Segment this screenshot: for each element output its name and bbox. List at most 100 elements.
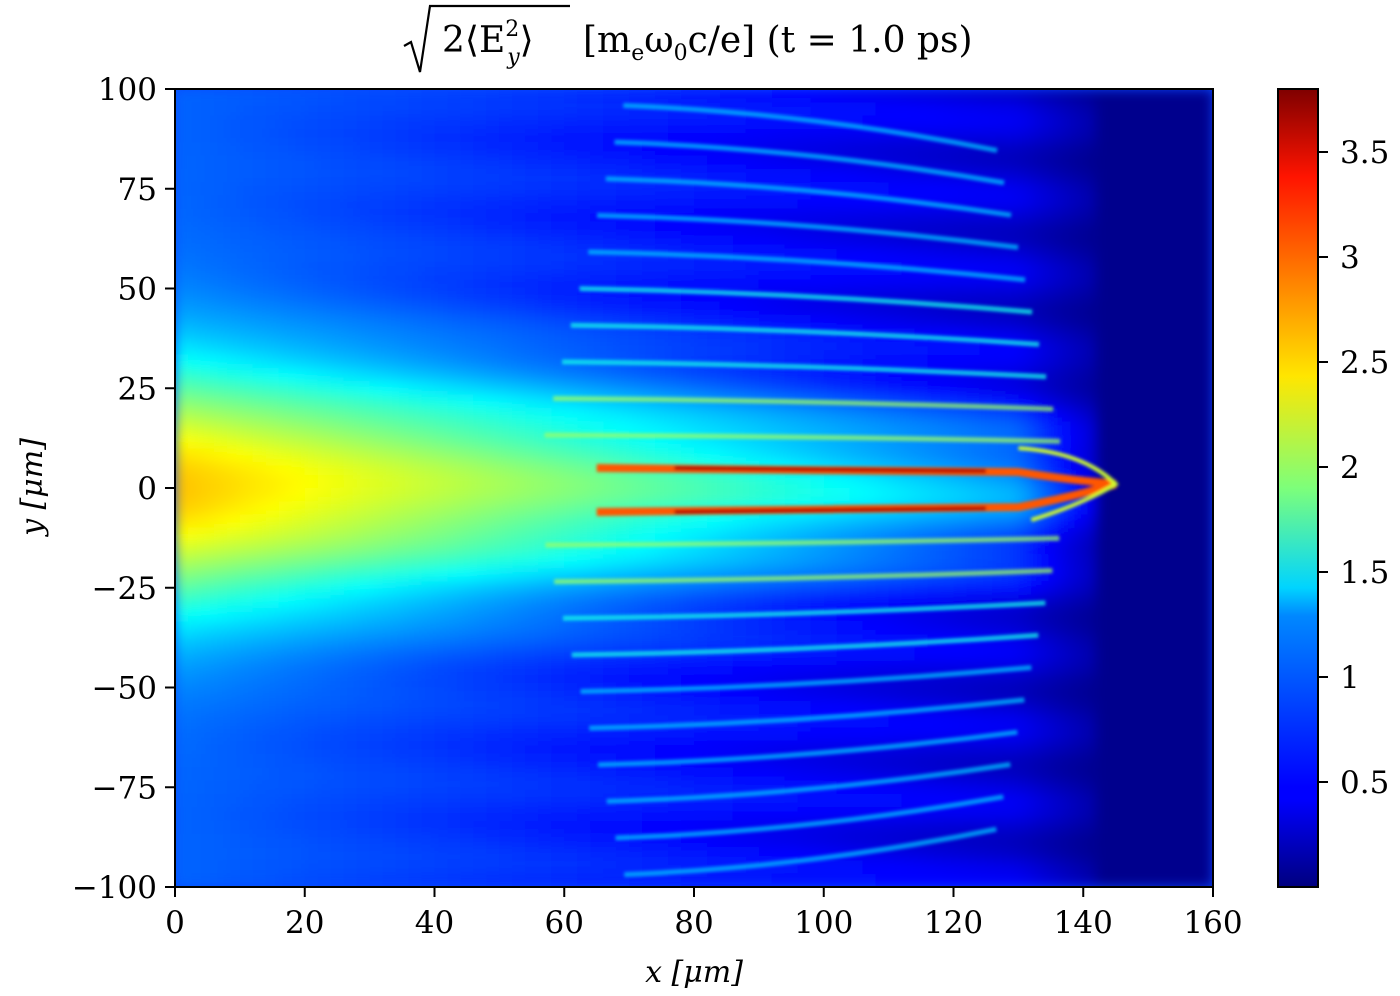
heatmap-cell	[901, 621, 916, 635]
heatmap-cell	[200, 248, 215, 263]
y-tick-label: 0	[137, 471, 157, 507]
heatmap-cell	[1057, 607, 1071, 622]
heatmap-cell	[226, 607, 241, 622]
heatmap-cell	[538, 248, 552, 263]
heatmap-cell	[512, 474, 526, 489]
heatmap-cell	[914, 514, 929, 529]
heatmap-cell	[226, 328, 241, 343]
heatmap-cell	[927, 780, 942, 795]
heatmap-cell	[291, 381, 306, 396]
heatmap-cell	[226, 527, 241, 542]
heatmap-cell	[1148, 860, 1162, 875]
heatmap-cell	[771, 554, 786, 569]
heatmap-cell	[668, 740, 682, 755]
heatmap-cell	[1096, 581, 1110, 595]
heatmap-cell	[590, 235, 604, 250]
heatmap-cell	[356, 647, 371, 662]
heatmap-cell	[265, 301, 280, 316]
heatmap-cell	[226, 128, 241, 143]
heatmap-cell	[421, 89, 436, 103]
heatmap-cell	[966, 355, 981, 369]
heatmap-cell	[369, 647, 384, 662]
heatmap-cell	[732, 594, 747, 609]
heatmap-cell	[681, 634, 695, 649]
heatmap-cell	[1161, 381, 1175, 396]
heatmap-cell	[330, 514, 345, 529]
heatmap-cell	[447, 168, 462, 183]
heatmap-cell	[603, 767, 617, 782]
heatmap-cell	[239, 873, 254, 887]
heatmap-cell	[603, 288, 617, 303]
heatmap-cell	[473, 820, 487, 835]
heatmap-cell	[758, 115, 773, 130]
heatmap-cell	[862, 767, 877, 782]
heatmap-cell	[486, 660, 500, 675]
heatmap-cell	[888, 581, 903, 595]
heatmap-cell	[421, 421, 436, 436]
heatmap-cell	[577, 248, 591, 263]
heatmap-cell	[875, 408, 890, 423]
heatmap-cell	[434, 660, 449, 675]
heatmap-cell	[836, 527, 851, 542]
heatmap-cell	[823, 408, 838, 423]
heatmap-cell	[681, 581, 695, 595]
heatmap-cell	[213, 674, 228, 689]
heatmap-cell	[1161, 195, 1175, 210]
heatmap-cell	[512, 328, 526, 343]
heatmap-cell	[330, 740, 345, 755]
heatmap-cell	[719, 807, 734, 822]
heatmap-cell	[317, 847, 332, 861]
heatmap-cell	[1148, 687, 1162, 702]
heatmap-cell	[317, 328, 332, 343]
heatmap-cell	[395, 820, 410, 835]
heatmap-cell	[966, 674, 981, 689]
heatmap-cell	[499, 541, 513, 556]
heatmap-cell	[1005, 488, 1019, 502]
heatmap-cell	[966, 687, 981, 702]
heatmap-cell	[719, 687, 734, 702]
heatmap-cell	[823, 488, 838, 502]
heatmap-cell	[758, 634, 773, 649]
heatmap-cell	[330, 315, 345, 329]
heatmap-cell	[291, 754, 306, 768]
heatmap-cell	[343, 607, 358, 622]
heatmap-cell	[836, 833, 851, 848]
heatmap-cell	[486, 182, 500, 196]
heatmap-cell	[655, 408, 669, 423]
heatmap-cell	[1122, 315, 1136, 329]
heatmap-cell	[382, 341, 397, 356]
heatmap-cell	[590, 740, 604, 755]
heatmap-cell	[1083, 554, 1097, 569]
heatmap-cell	[304, 567, 319, 582]
heatmap-cell	[1187, 182, 1201, 196]
heatmap-cell	[1096, 727, 1110, 742]
heatmap-cell	[758, 873, 773, 887]
heatmap-cell	[1187, 261, 1201, 276]
heatmap-cell	[538, 261, 552, 276]
heatmap-cell	[719, 873, 734, 887]
heatmap-cell	[888, 301, 903, 316]
heatmap-cell	[188, 315, 202, 329]
heatmap-cell	[1200, 128, 1213, 143]
heatmap-cell	[1187, 222, 1201, 236]
heatmap-cell	[213, 488, 228, 502]
heatmap-cell	[421, 488, 436, 502]
heatmap-cell	[642, 674, 656, 689]
heatmap-cell	[252, 301, 267, 316]
heatmap-cell	[1083, 594, 1097, 609]
heatmap-cell	[512, 820, 526, 835]
heatmap-cell	[966, 448, 981, 462]
heatmap-cell	[369, 567, 384, 582]
heatmap-cell	[226, 501, 241, 516]
heatmap-cell	[421, 807, 436, 822]
heatmap-cell	[1187, 740, 1201, 755]
heatmap-cell	[888, 102, 903, 117]
heatmap-cell	[1109, 315, 1123, 329]
heatmap-cell	[343, 448, 358, 462]
heatmap-cell	[1200, 381, 1213, 396]
heatmap-cell	[473, 754, 487, 768]
heatmap-cell	[758, 195, 773, 210]
heatmap-cell	[343, 660, 358, 675]
heatmap-cell	[408, 674, 423, 689]
heatmap-cell	[330, 581, 345, 595]
